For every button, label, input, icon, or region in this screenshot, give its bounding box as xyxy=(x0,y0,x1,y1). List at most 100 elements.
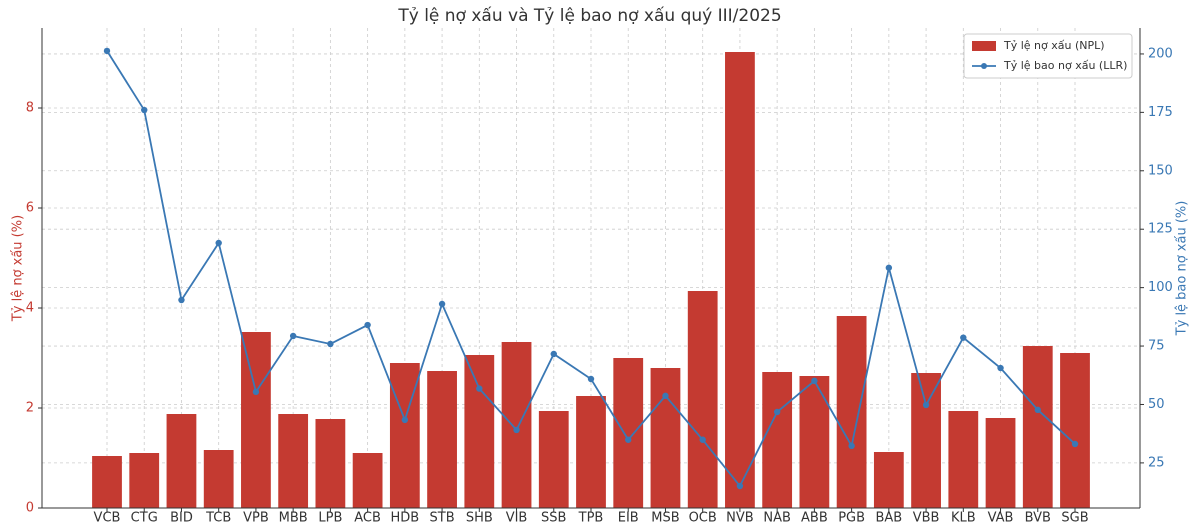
point xyxy=(662,392,669,400)
bar xyxy=(427,371,457,508)
x-tick-label: BVB xyxy=(1025,511,1051,526)
point xyxy=(401,416,409,424)
bar xyxy=(1060,353,1090,508)
bar xyxy=(873,452,904,508)
y2-tick-label: 50 xyxy=(1148,397,1165,412)
point xyxy=(103,47,111,55)
bar xyxy=(762,372,793,508)
x-tick-label: TCB xyxy=(205,511,231,526)
x-tick-label: KLB xyxy=(951,511,976,526)
y-tick-label: 8 xyxy=(26,101,34,116)
point xyxy=(289,332,297,340)
x-tick-label: TPB xyxy=(578,511,604,526)
y2-tick-label: 200 xyxy=(1148,46,1173,61)
bar xyxy=(166,414,197,508)
x-tick-label: VCB xyxy=(94,511,121,526)
chart-title: Tỷ lệ nợ xấu và Tỷ lệ bao nợ xấu quý III… xyxy=(397,5,781,26)
x-tick-label: BAB xyxy=(875,511,902,526)
x-tick-label: HDB xyxy=(390,511,419,526)
x-tick-label: LPB xyxy=(318,511,342,526)
x-tick-label: BID xyxy=(170,511,193,526)
point xyxy=(364,321,371,329)
point xyxy=(587,375,595,383)
point xyxy=(1034,406,1041,414)
y2-tick-label: 25 xyxy=(1148,455,1165,470)
legend-swatch xyxy=(981,63,987,69)
point xyxy=(215,239,222,247)
y-tick-label: 0 xyxy=(26,501,34,516)
point xyxy=(848,442,855,450)
bar xyxy=(687,291,718,508)
y-tick-label: 2 xyxy=(26,401,34,416)
legend-box xyxy=(963,33,1133,79)
point xyxy=(811,377,818,385)
bar xyxy=(725,52,755,508)
y2-axis-title: Tỷ lệ bao nợ xấu (%) xyxy=(1175,201,1190,337)
x-tick-label: MSB xyxy=(651,511,679,526)
point xyxy=(625,436,632,443)
x-tick-label: SHB xyxy=(466,511,493,526)
x-tick-label: MBB xyxy=(279,511,308,526)
bar xyxy=(650,368,681,508)
bar xyxy=(464,355,495,508)
point xyxy=(513,426,520,434)
point xyxy=(178,296,185,304)
x-tick-label: VPB xyxy=(243,511,269,526)
point xyxy=(960,334,967,341)
bar xyxy=(1022,346,1053,508)
y2-tick-label: 175 xyxy=(1148,105,1173,120)
point xyxy=(736,482,744,490)
bar xyxy=(352,453,383,508)
x-tick-label: NVB xyxy=(726,511,754,526)
point xyxy=(327,340,334,348)
x-tick-label: CTG xyxy=(131,511,158,526)
x-tick-label: ABB xyxy=(801,511,828,526)
y2-tick-label: 100 xyxy=(1148,280,1173,295)
bar xyxy=(241,332,271,508)
bar xyxy=(92,456,122,508)
x-tick-label: SGB xyxy=(1061,511,1088,526)
point xyxy=(438,300,446,308)
point xyxy=(773,408,781,416)
y2-tick-label: 150 xyxy=(1148,163,1173,178)
x-tick-label: OCB xyxy=(689,511,717,526)
point xyxy=(1071,440,1079,448)
point xyxy=(699,436,706,443)
x-tick-label: NAB xyxy=(763,511,791,526)
bar xyxy=(985,418,1016,508)
x-tick-label: SSB xyxy=(541,511,566,526)
bar xyxy=(501,342,532,508)
x-tick-label: EIB xyxy=(618,511,639,526)
bar xyxy=(799,376,830,508)
x-tick-label: VIB xyxy=(506,511,528,526)
y-tick-label: 4 xyxy=(26,301,34,316)
legend-label: Tỷ lệ bao nợ xấu (LLR) xyxy=(1003,59,1127,72)
y-axis-title: Tỷ lệ nợ xấu (%) xyxy=(11,215,26,322)
x-tick-label: PGB xyxy=(838,511,865,526)
bar xyxy=(129,453,160,508)
bar xyxy=(836,316,867,508)
point xyxy=(550,350,557,358)
legend: Tỷ lệ nợ xấu (NPL) Tỷ lệ bao nợ xấu (LLR) xyxy=(963,33,1133,79)
bar xyxy=(278,414,309,508)
bar xyxy=(203,450,234,508)
y2-tick-label: 75 xyxy=(1148,339,1165,354)
y2-tick-label: 125 xyxy=(1148,222,1173,237)
bar xyxy=(613,358,644,508)
x-tick-label: ACB xyxy=(354,511,381,526)
point xyxy=(885,264,893,271)
y-tick-label: 6 xyxy=(26,201,34,216)
point xyxy=(476,385,483,392)
point xyxy=(141,106,148,114)
bar xyxy=(948,411,979,508)
bar xyxy=(538,411,569,508)
point xyxy=(922,401,930,409)
x-tick-label: VAB xyxy=(988,511,1014,526)
x-tick-label: STB xyxy=(430,511,455,526)
x-tick-label: VBB xyxy=(913,511,940,526)
legend-label: Tỷ lệ nợ xấu (NPL) xyxy=(1003,39,1105,52)
bar xyxy=(576,396,606,508)
point xyxy=(997,364,1004,372)
bar xyxy=(911,373,941,508)
